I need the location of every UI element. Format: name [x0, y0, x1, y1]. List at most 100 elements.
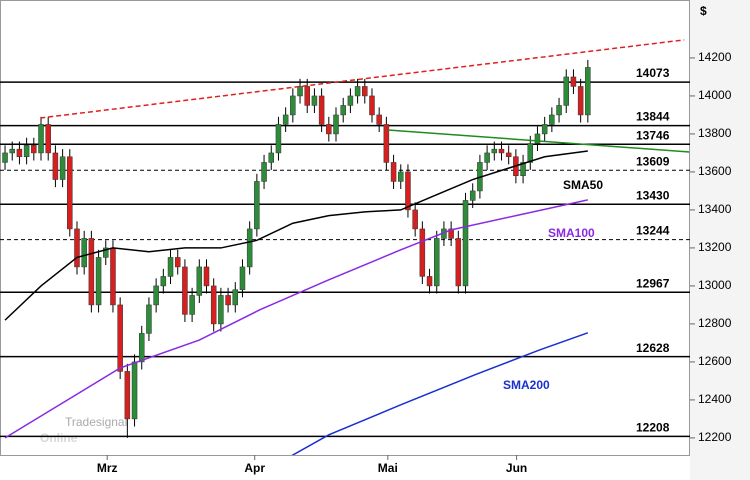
candle-body — [153, 285, 159, 306]
candle-body — [59, 156, 66, 180]
y-tick-label: 12400 — [698, 392, 732, 406]
candle-body — [469, 190, 476, 201]
candle-body — [362, 86, 368, 97]
x-tick-label: Mai — [378, 461, 398, 475]
x-tick-label: Apr — [244, 461, 265, 475]
y-tick-label: 13200 — [698, 240, 732, 254]
y-tick-label: 14200 — [698, 50, 732, 64]
candle-body — [383, 124, 390, 163]
level-label: 12967 — [636, 276, 670, 290]
candle-body — [455, 238, 462, 287]
candle-body — [45, 124, 51, 154]
candle-body — [254, 181, 260, 230]
candle-body — [74, 228, 80, 268]
candle-body — [556, 105, 562, 116]
candle-body — [167, 257, 174, 277]
level-label: 13244 — [636, 224, 670, 238]
candle-body — [297, 86, 303, 97]
candle-body — [484, 152, 490, 163]
plot-frame — [0, 0, 690, 456]
level-label: 13430 — [636, 188, 670, 202]
candle-body — [16, 148, 23, 157]
level-label: 13746 — [636, 128, 670, 142]
candle-body — [23, 145, 30, 157]
y-tick-label: 13400 — [698, 202, 732, 216]
candle-body — [232, 289, 239, 306]
candle-body — [491, 148, 498, 154]
candle-body — [448, 228, 454, 239]
candle-body — [433, 238, 440, 287]
candle-body — [31, 145, 37, 154]
y-tick-label: 13600 — [698, 164, 732, 178]
y-tick-label: 12200 — [698, 430, 732, 444]
candle-body — [138, 333, 145, 363]
candle-body — [304, 86, 310, 106]
sma-label: SMA50 — [563, 178, 603, 192]
x-tick-label: Jun — [506, 461, 527, 475]
candle-body — [354, 86, 361, 97]
y-tick-label: 14000 — [698, 88, 732, 102]
y-tick-label: 12800 — [698, 316, 732, 330]
y-tick-label: 13800 — [698, 126, 732, 140]
axis-panel — [690, 0, 750, 480]
trendline — [387, 129, 690, 153]
x-tick-label: Mrz — [97, 461, 118, 475]
candle-body — [210, 285, 217, 325]
candle-body — [412, 209, 418, 230]
candle-body — [541, 124, 548, 135]
candle-body — [117, 304, 123, 372]
candle-body — [88, 238, 95, 306]
candle-body — [225, 295, 231, 306]
candle-body — [52, 152, 59, 180]
candle-body — [326, 124, 332, 135]
sma-line — [4, 150, 588, 321]
candle-body — [38, 124, 44, 154]
candle-body — [218, 295, 224, 325]
sma-label: SMA100 — [548, 226, 595, 240]
candle-body — [182, 266, 188, 315]
candle-body — [311, 95, 318, 106]
currency-label: $ — [700, 4, 707, 18]
sma-line — [291, 332, 589, 455]
candle-body — [146, 304, 152, 334]
level-label: 12628 — [636, 341, 670, 355]
watermark-brand: Tradesignal — [65, 415, 127, 429]
candle-body — [95, 257, 102, 306]
candle-body — [290, 95, 296, 116]
candle-body — [390, 162, 397, 182]
candle-body — [405, 171, 411, 211]
candle-body — [160, 276, 167, 287]
candle-body — [570, 76, 577, 87]
candle-body — [67, 156, 73, 230]
sma-label: SMA200 — [503, 378, 550, 392]
candle-body — [246, 228, 253, 268]
level-label: 12208 — [636, 421, 670, 435]
candle-body — [498, 148, 505, 154]
candle-body — [2, 152, 8, 163]
candle-body — [419, 228, 426, 277]
candle-body — [131, 361, 138, 420]
candle-body — [9, 148, 15, 154]
y-tick-label: 12600 — [698, 354, 732, 368]
candle-body — [398, 171, 404, 182]
candle-body — [563, 76, 569, 106]
candle-body — [376, 114, 382, 125]
candle-body — [318, 95, 325, 125]
candle-body — [549, 114, 555, 125]
trendline — [40, 39, 685, 119]
candle-body — [505, 152, 512, 157]
candle-body — [534, 133, 541, 144]
candle-body — [275, 124, 282, 154]
candle-body — [462, 200, 469, 287]
level-label: 13609 — [636, 154, 670, 168]
candle-body — [520, 162, 526, 176]
candle-body — [81, 238, 87, 268]
candle-body — [124, 371, 131, 420]
candle-body — [103, 247, 109, 258]
candle-body — [333, 114, 339, 135]
candle-body — [203, 266, 210, 287]
candle-body — [239, 266, 246, 290]
candle-body — [369, 95, 375, 116]
candle-body — [189, 295, 195, 315]
